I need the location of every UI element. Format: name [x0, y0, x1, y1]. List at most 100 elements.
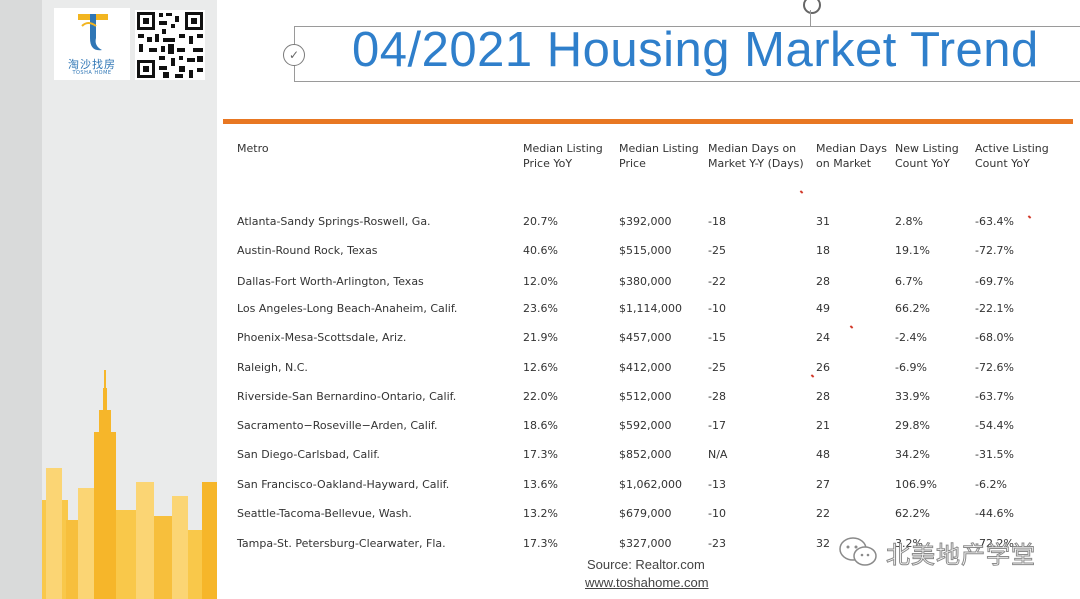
- cell-days-yoy: -15: [708, 331, 726, 344]
- left-edge-bar: [0, 0, 42, 599]
- cell-price-yoy: 13.2%: [523, 507, 558, 520]
- cell-active-listing-yoy: -63.7%: [975, 390, 1014, 403]
- cell-price: $852,000: [619, 448, 672, 461]
- cell-metro: Austin-Round Rock, Texas: [237, 244, 378, 257]
- cell-price-yoy: 20.7%: [523, 215, 558, 228]
- cell-price: $512,000: [619, 390, 672, 403]
- city-skyline-illustration: [42, 370, 217, 599]
- cell-price: $515,000: [619, 244, 672, 257]
- cell-metro: Atlanta-Sandy Springs-Roswell, Ga.: [237, 215, 431, 228]
- cell-metro: San Francisco-Oakland-Hayward, Calif.: [237, 478, 450, 491]
- cell-active-listing-yoy: -72.2%: [975, 537, 1014, 550]
- cell-price-yoy: 13.6%: [523, 478, 558, 491]
- cell-active-listing-yoy: -6.2%: [975, 478, 1007, 491]
- cell-active-listing-yoy: -69.7%: [975, 275, 1014, 288]
- logo-english-name: TOSHA HOME: [72, 70, 112, 76]
- cell-days-yoy: -25: [708, 361, 726, 374]
- cell-price: $679,000: [619, 507, 672, 520]
- annotation-mark: [1027, 215, 1032, 219]
- cell-new-listing-yoy: 34.2%: [895, 448, 930, 461]
- wechat-icon: [839, 537, 877, 566]
- cell-new-listing-yoy: 29.8%: [895, 419, 930, 432]
- cell-days-yoy: -10: [708, 507, 726, 520]
- cell-price: $592,000: [619, 419, 672, 432]
- cell-new-listing-yoy: -6.9%: [895, 361, 927, 374]
- cell-new-listing-yoy: -2.4%: [895, 331, 927, 344]
- header-divider: [223, 119, 1073, 124]
- cell-days-yoy: -13: [708, 478, 726, 491]
- cell-price: $1,114,000: [619, 302, 682, 315]
- watermark-text: 北美地产学堂: [886, 540, 1036, 569]
- cell-new-listing-yoy: 66.2%: [895, 302, 930, 315]
- cell-days: 24: [816, 331, 830, 344]
- website-link[interactable]: www.toshahome.com: [585, 575, 709, 590]
- cell-days: 28: [816, 390, 830, 403]
- cell-active-listing-yoy: -22.1%: [975, 302, 1014, 315]
- cell-metro: Los Angeles-Long Beach-Anaheim, Calif.: [237, 302, 458, 315]
- cell-price-yoy: 22.0%: [523, 390, 558, 403]
- cell-days: 49: [816, 302, 830, 315]
- cell-metro: Dallas-Fort Worth-Arlington, Texas: [237, 275, 424, 288]
- source-note: Source: Realtor.com: [587, 557, 705, 572]
- cell-active-listing-yoy: -31.5%: [975, 448, 1014, 461]
- header-median-listing-price-yoy: Median Listing Price YoY: [523, 142, 603, 170]
- cell-price-yoy: 12.0%: [523, 275, 558, 288]
- cell-metro: Tampa-St. Petersburg-Clearwater, Fla.: [237, 537, 446, 550]
- cell-active-listing-yoy: -68.0%: [975, 331, 1014, 344]
- logo-chinese-name: 淘沙找房: [68, 58, 116, 71]
- cell-days-yoy: -17: [708, 419, 726, 432]
- slide-title: 04/2021 Housing Market Trend: [352, 23, 1039, 77]
- cell-active-listing-yoy: -44.6%: [975, 507, 1014, 520]
- cell-price-yoy: 17.3%: [523, 537, 558, 550]
- cell-metro: San Diego-Carlsbad, Calif.: [237, 448, 380, 461]
- cell-metro: Riverside-San Bernardino-Ontario, Calif.: [237, 390, 457, 403]
- header-median-days: Median Days on Market: [816, 142, 887, 170]
- cell-price: $1,062,000: [619, 478, 682, 491]
- annotation-mark: [849, 325, 854, 329]
- cell-active-listing-yoy: -63.4%: [975, 215, 1014, 228]
- cell-price-yoy: 12.6%: [523, 361, 558, 374]
- cell-new-listing-yoy: 19.1%: [895, 244, 930, 257]
- cell-days: 27: [816, 478, 830, 491]
- cell-days: 48: [816, 448, 830, 461]
- rotate-handle[interactable]: [803, 0, 821, 14]
- cell-active-listing-yoy: -72.6%: [975, 361, 1014, 374]
- cell-days: 26: [816, 361, 830, 374]
- cell-price-yoy: 17.3%: [523, 448, 558, 461]
- cell-price: $412,000: [619, 361, 672, 374]
- rotate-handle-stem: [810, 10, 811, 26]
- cell-new-listing-yoy: 106.9%: [895, 478, 937, 491]
- checkmark-icon[interactable]: ✓: [283, 44, 305, 66]
- cell-days: 22: [816, 507, 830, 520]
- cell-metro: Sacramento−Roseville−Arden, Calif.: [237, 419, 438, 432]
- cell-price: $392,000: [619, 215, 672, 228]
- cell-days-yoy: -18: [708, 215, 726, 228]
- tosha-home-logo: 淘沙找房 TOSHA HOME: [54, 8, 130, 80]
- cell-price: $327,000: [619, 537, 672, 550]
- cell-metro: Phoenix-Mesa-Scottsdale, Ariz.: [237, 331, 407, 344]
- cell-days-yoy: -22: [708, 275, 726, 288]
- cell-metro: Seattle-Tacoma-Bellevue, Wash.: [237, 507, 412, 520]
- cell-days: 21: [816, 419, 830, 432]
- annotation-mark: [810, 374, 815, 378]
- header-active-listing-count-yoy: Active Listing Count YoY: [975, 142, 1049, 170]
- cell-days: 32: [816, 537, 830, 550]
- cell-days-yoy: -25: [708, 244, 726, 257]
- logo-t-icon: [78, 14, 108, 51]
- wechat-watermark: 北美地产学堂: [838, 532, 1036, 572]
- cell-price-yoy: 21.9%: [523, 331, 558, 344]
- header-new-listing-count-yoy: New Listing Count YoY: [895, 142, 959, 170]
- qr-code: [135, 10, 205, 80]
- cell-price-yoy: 18.6%: [523, 419, 558, 432]
- cell-days: 28: [816, 275, 830, 288]
- cell-new-listing-yoy: 3.2%: [895, 537, 923, 550]
- cell-active-listing-yoy: -54.4%: [975, 419, 1014, 432]
- cell-price: $380,000: [619, 275, 672, 288]
- annotation-mark: [799, 190, 804, 194]
- cell-price: $457,000: [619, 331, 672, 344]
- cell-active-listing-yoy: -72.7%: [975, 244, 1014, 257]
- header-metro: Metro: [237, 142, 269, 155]
- cell-price-yoy: 23.6%: [523, 302, 558, 315]
- cell-new-listing-yoy: 2.8%: [895, 215, 923, 228]
- cell-days: 18: [816, 244, 830, 257]
